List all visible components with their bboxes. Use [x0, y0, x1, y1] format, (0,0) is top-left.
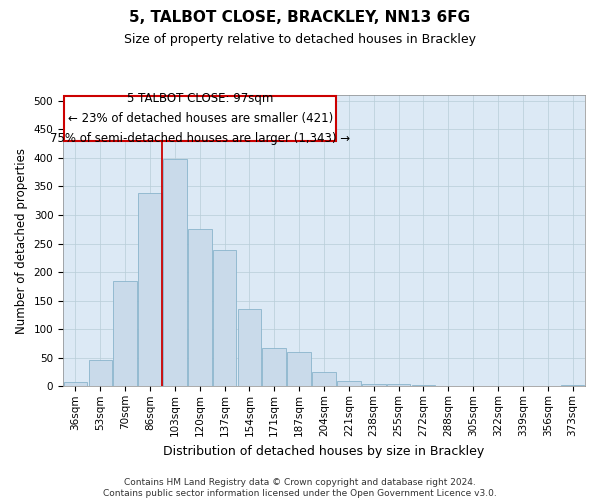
Bar: [163, 159, 187, 386]
Bar: [262, 348, 286, 387]
X-axis label: Distribution of detached houses by size in Brackley: Distribution of detached houses by size …: [163, 444, 485, 458]
Bar: [64, 382, 87, 386]
Bar: [188, 228, 212, 386]
Bar: [337, 380, 361, 386]
Bar: [387, 384, 410, 386]
Bar: [312, 372, 336, 386]
Text: Contains HM Land Registry data © Crown copyright and database right 2024.
Contai: Contains HM Land Registry data © Crown c…: [103, 478, 497, 498]
FancyBboxPatch shape: [64, 96, 337, 140]
Bar: [213, 250, 236, 386]
Bar: [561, 384, 584, 386]
Bar: [113, 282, 137, 387]
Bar: [138, 194, 162, 386]
Bar: [238, 310, 261, 386]
Y-axis label: Number of detached properties: Number of detached properties: [15, 148, 28, 334]
Text: 5, TALBOT CLOSE, BRACKLEY, NN13 6FG: 5, TALBOT CLOSE, BRACKLEY, NN13 6FG: [130, 10, 470, 25]
Text: 5 TALBOT CLOSE: 97sqm
← 23% of detached houses are smaller (421)
75% of semi-det: 5 TALBOT CLOSE: 97sqm ← 23% of detached …: [50, 92, 350, 145]
Bar: [89, 360, 112, 386]
Text: Size of property relative to detached houses in Brackley: Size of property relative to detached ho…: [124, 32, 476, 46]
Bar: [362, 384, 386, 386]
Bar: [287, 352, 311, 386]
